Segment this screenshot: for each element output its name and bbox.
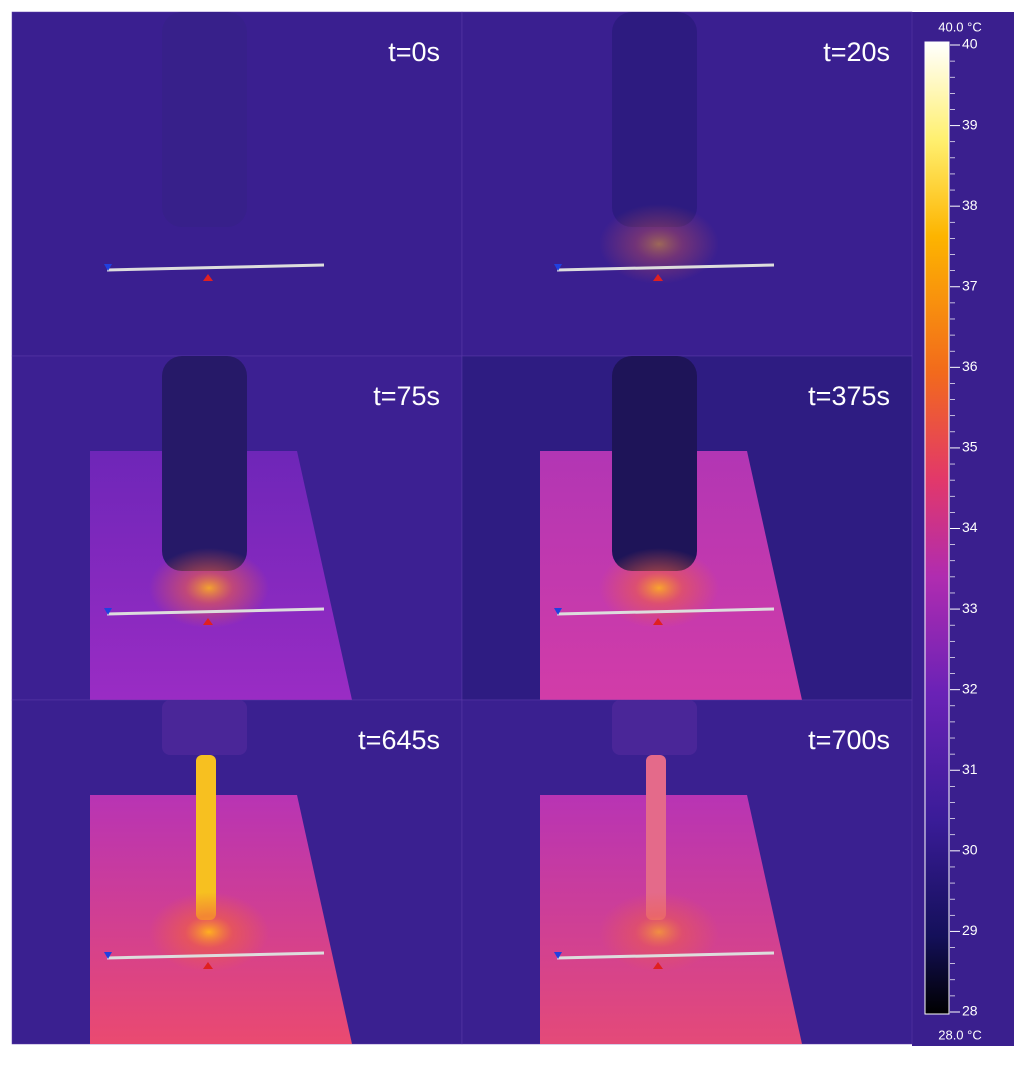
thermal-panel: t=20s bbox=[461, 11, 913, 357]
colorbar-tick-label: 36 bbox=[962, 358, 978, 374]
hot-spot bbox=[599, 892, 719, 972]
hot-spot bbox=[599, 204, 719, 284]
colorbar-tick-label: 32 bbox=[962, 680, 978, 696]
hot-spot bbox=[149, 548, 269, 628]
panel-label: t=375s bbox=[808, 381, 890, 411]
thermal-panel: t=0s bbox=[11, 11, 463, 357]
thermal-panel: t=75s bbox=[11, 355, 463, 701]
max-marker bbox=[653, 274, 663, 281]
max-marker bbox=[203, 618, 213, 625]
colorbar-tick-label: 31 bbox=[962, 761, 978, 777]
rod bbox=[646, 755, 666, 920]
rod bbox=[196, 755, 216, 920]
colorbar-tick-label: 39 bbox=[962, 116, 978, 132]
measure-line bbox=[556, 263, 775, 272]
measure-line bbox=[556, 607, 775, 616]
rod-holder bbox=[162, 700, 247, 755]
panel-label: t=645s bbox=[358, 725, 440, 755]
colorbar-bottom-label: 28.0 °C bbox=[938, 1027, 982, 1042]
colorbar-tick-label: 35 bbox=[962, 439, 978, 455]
min-marker bbox=[554, 952, 562, 959]
measure-line bbox=[106, 263, 325, 272]
colorbar-tick-label: 40 bbox=[962, 36, 978, 52]
rod bbox=[612, 12, 697, 227]
panel-label: t=75s bbox=[373, 381, 440, 411]
thermal-panel: t=645s bbox=[11, 699, 463, 1045]
colorbar-tick-label: 29 bbox=[962, 922, 978, 938]
min-marker bbox=[104, 608, 112, 615]
panel-label: t=0s bbox=[388, 37, 440, 67]
thermal-panel: t=700s bbox=[461, 699, 913, 1045]
measure-line bbox=[106, 607, 325, 616]
colorbar-tick-label: 33 bbox=[962, 600, 978, 616]
thermal-panel: t=375s bbox=[461, 355, 913, 701]
rod-holder bbox=[612, 700, 697, 755]
max-marker bbox=[653, 962, 663, 969]
rod bbox=[162, 356, 247, 571]
max-marker bbox=[653, 618, 663, 625]
measure-line bbox=[556, 951, 775, 960]
panel-label: t=700s bbox=[808, 725, 890, 755]
min-marker bbox=[554, 608, 562, 615]
min-marker bbox=[554, 264, 562, 271]
max-marker bbox=[203, 274, 213, 281]
rod bbox=[612, 356, 697, 571]
colorbar-top-label: 40.0 °C bbox=[938, 19, 982, 34]
colorbar-tick-label: 38 bbox=[962, 197, 978, 213]
rod bbox=[162, 12, 247, 227]
colorbar-tick-label: 37 bbox=[962, 277, 978, 293]
colorbar-tick-label: 34 bbox=[962, 519, 978, 535]
min-marker bbox=[104, 264, 112, 271]
max-marker bbox=[203, 962, 213, 969]
min-marker bbox=[104, 952, 112, 959]
measure-line bbox=[106, 951, 325, 960]
hot-spot bbox=[599, 548, 719, 628]
colorbar-tick-label: 28 bbox=[962, 1003, 978, 1019]
colorbar-tick-label: 30 bbox=[962, 842, 978, 858]
hot-spot bbox=[149, 892, 269, 972]
colorbar bbox=[924, 41, 950, 1015]
panel-label: t=20s bbox=[823, 37, 890, 67]
